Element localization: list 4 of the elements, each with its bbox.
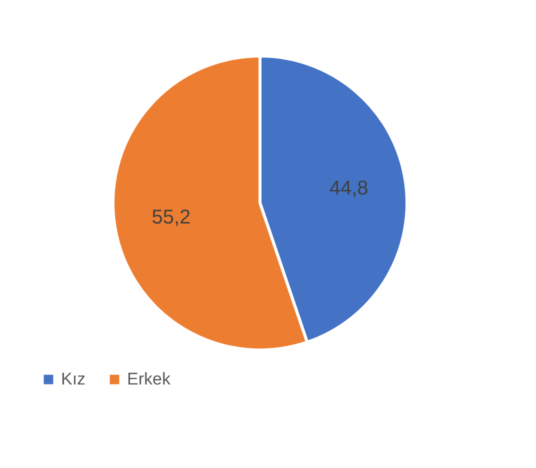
legend-label: Erkek: [127, 370, 171, 389]
legend-label: Kız: [61, 370, 86, 389]
data-label: 55,2: [152, 206, 191, 229]
data-label: 44,8: [329, 177, 368, 200]
